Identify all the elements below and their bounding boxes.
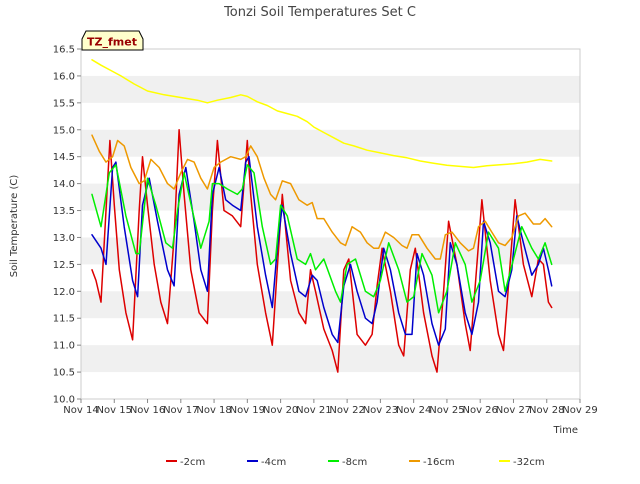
x-tick-label: Nov 26 [462, 405, 497, 416]
x-tick-label: Nov 20 [263, 405, 298, 416]
y-tick-label: 12.5 [53, 260, 75, 271]
x-tick-label: Nov 29 [562, 405, 597, 416]
y-axis-label: Soil Temperature (C) [9, 175, 20, 278]
legend-label: -32cm [513, 457, 545, 468]
y-tick-label: 16.5 [53, 45, 75, 56]
y-tick-label: 10.5 [53, 368, 75, 379]
y-tick-label: 13.5 [53, 206, 75, 217]
y-axis-ticks: 10.0 10.5 11.0 11.5 12.0 12.5 13.0 13.5 14.0 14.5… [53, 45, 81, 406]
series-lines [91, 59, 553, 373]
x-tick-label: Nov 24 [396, 405, 431, 416]
y-tick-label: 14.5 [53, 152, 75, 163]
grid-band [81, 345, 580, 373]
x-tick-label: Nov 27 [496, 405, 531, 416]
tz-fmet-label: TZ_fmet [87, 36, 137, 49]
legend-label: -8cm [342, 457, 367, 468]
y-tick-label: 12.0 [53, 287, 75, 298]
series-line-16cmcm [91, 134, 553, 260]
tz-fmet-badge: TZ_fmet [81, 30, 144, 51]
y-tick-label: 15.5 [53, 98, 75, 109]
chart-title: Tonzi Soil Temperatures Set C [223, 5, 416, 20]
grid-band [81, 183, 580, 211]
x-tick-label: Nov 19 [230, 405, 265, 416]
grid-bands [81, 75, 580, 373]
series-line-32cmcm [91, 59, 553, 169]
x-tick-label: Nov 17 [163, 405, 198, 416]
grid-band [81, 237, 580, 265]
series-line-4cmcm [91, 155, 553, 346]
x-tick-label: Nov 23 [363, 405, 398, 416]
x-axis-label: Time [553, 425, 578, 436]
plot-frame [80, 48, 581, 400]
series-line-8cmcm [91, 164, 553, 314]
x-tick-label: Nov 21 [296, 405, 331, 416]
y-tick-label: 10.0 [53, 395, 75, 406]
x-tick-label: Nov 25 [429, 405, 464, 416]
x-tick-label: Nov 14 [63, 405, 98, 416]
y-tick-label: 16.0 [53, 71, 75, 82]
x-tick-label: Nov 16 [130, 405, 165, 416]
y-tick-label: 11.5 [53, 314, 75, 325]
x-tick-label: Nov 15 [97, 405, 132, 416]
grid-band [81, 75, 580, 103]
y-tick-label: 14.0 [53, 179, 75, 190]
legend-label: -4cm [261, 457, 286, 468]
y-tick-label: 13.0 [53, 233, 75, 244]
series-line-2cmcm [91, 129, 553, 373]
x-tick-label: Nov 28 [529, 405, 564, 416]
y-tick-label: 15.0 [53, 125, 75, 136]
legend-label: -2cm [180, 457, 205, 468]
x-tick-label: Nov 22 [329, 405, 364, 416]
grid-band [81, 129, 580, 157]
x-tick-label: Nov 18 [196, 405, 231, 416]
y-tick-label: 11.0 [53, 341, 75, 352]
legend-label: -16cm [423, 457, 455, 468]
legend: -2cm -4cm -8cm -16cm -32cm [166, 457, 545, 468]
